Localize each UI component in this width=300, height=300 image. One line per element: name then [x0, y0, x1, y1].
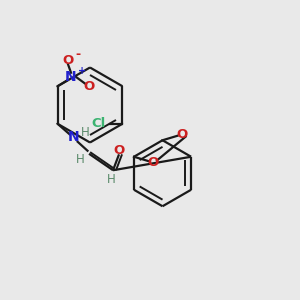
Text: N: N	[68, 130, 80, 144]
Text: N: N	[65, 70, 77, 84]
Text: O: O	[148, 156, 159, 169]
Text: -: -	[76, 48, 81, 61]
Text: H: H	[81, 126, 89, 139]
Text: H: H	[107, 173, 116, 186]
Text: O: O	[83, 80, 94, 93]
Text: H: H	[76, 153, 85, 166]
Text: O: O	[62, 54, 74, 67]
Text: O: O	[113, 144, 124, 157]
Text: +: +	[78, 66, 86, 76]
Text: Cl: Cl	[92, 117, 106, 130]
Text: O: O	[176, 128, 188, 141]
